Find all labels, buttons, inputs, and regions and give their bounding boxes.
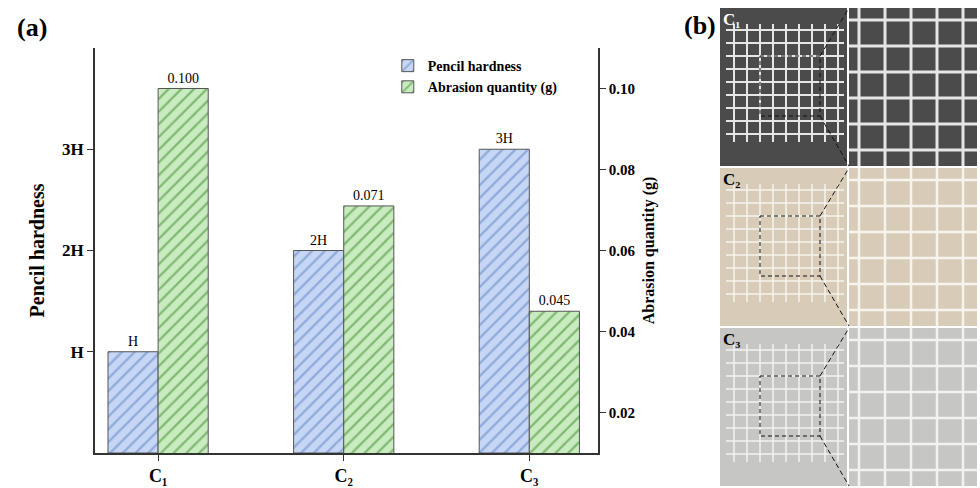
svg-text:0.06: 0.06 bbox=[609, 243, 636, 259]
svg-text:0.10: 0.10 bbox=[609, 81, 635, 97]
svg-text:0.04: 0.04 bbox=[609, 324, 636, 340]
svg-text:0.02: 0.02 bbox=[609, 405, 635, 421]
svg-text:Abrasion quantity (g): Abrasion quantity (g) bbox=[640, 177, 658, 325]
svg-text:C₁: C₁ bbox=[723, 10, 740, 29]
svg-text:0.071: 0.071 bbox=[353, 188, 385, 203]
svg-text:0.100: 0.100 bbox=[167, 71, 199, 86]
svg-text:0.08: 0.08 bbox=[609, 162, 635, 178]
svg-text:C₃: C₃ bbox=[723, 330, 740, 349]
svg-text:(b): (b) bbox=[684, 11, 716, 40]
svg-text:Pencil hardness: Pencil hardness bbox=[26, 183, 48, 317]
svg-text:0.045: 0.045 bbox=[539, 293, 571, 308]
svg-text:C₃: C₃ bbox=[520, 466, 539, 486]
svg-text:H: H bbox=[71, 343, 84, 362]
svg-text:C₂: C₂ bbox=[335, 466, 353, 486]
svg-text:Abrasion quantity (g): Abrasion quantity (g) bbox=[428, 80, 557, 96]
svg-text:Pencil hardness: Pencil hardness bbox=[428, 59, 522, 74]
svg-text:3H: 3H bbox=[62, 140, 84, 159]
svg-text:H: H bbox=[128, 334, 138, 349]
svg-text:3H: 3H bbox=[496, 131, 513, 146]
svg-text:(a): (a) bbox=[17, 13, 47, 42]
svg-text:C₁: C₁ bbox=[149, 466, 167, 486]
svg-text:2H: 2H bbox=[310, 233, 327, 248]
svg-text:2H: 2H bbox=[62, 241, 84, 260]
svg-text:C₂: C₂ bbox=[723, 170, 740, 189]
